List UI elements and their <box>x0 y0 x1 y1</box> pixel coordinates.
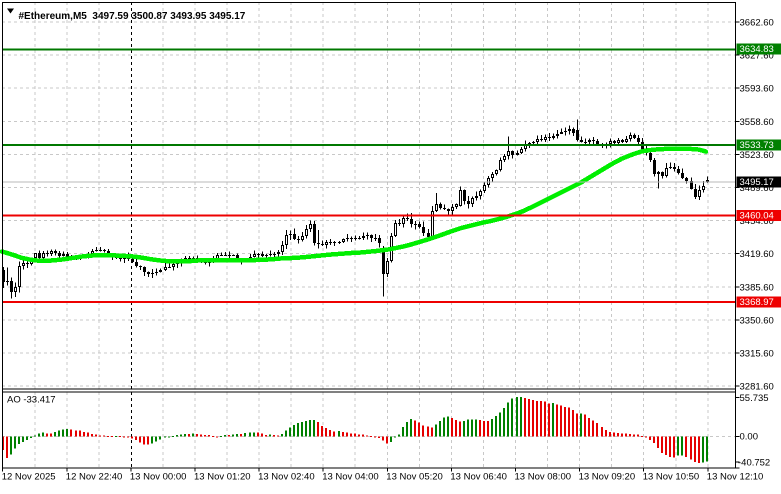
svg-text:3419.60: 3419.60 <box>740 249 774 260</box>
svg-text:3533.73: 3533.73 <box>740 140 774 151</box>
svg-text:3460.04: 3460.04 <box>740 211 774 222</box>
svg-text:#Ethereum,M5 3497.59 3500.87: #Ethereum,M5 3497.59 3500.87 3493.95 349… <box>19 11 246 22</box>
svg-text:13 Nov 09:20: 13 Nov 09:20 <box>579 472 636 483</box>
svg-text:3281.60: 3281.60 <box>740 382 774 393</box>
svg-text:13 Nov 01:20: 13 Nov 01:20 <box>194 472 251 483</box>
svg-text:3634.83: 3634.83 <box>740 44 774 55</box>
svg-text:3368.97: 3368.97 <box>740 297 774 308</box>
svg-text:13 Nov 08:00: 13 Nov 08:00 <box>515 472 572 483</box>
svg-text:55.735: 55.735 <box>740 393 769 404</box>
svg-text:-40.752: -40.752 <box>738 457 770 468</box>
svg-text:13 Nov 05:20: 13 Nov 05:20 <box>386 472 443 483</box>
svg-text:3662.60: 3662.60 <box>740 18 774 29</box>
svg-text:13 Nov 02:40: 13 Nov 02:40 <box>258 472 315 483</box>
svg-text:13 Nov 04:00: 13 Nov 04:00 <box>322 472 379 483</box>
svg-text:3350.60: 3350.60 <box>740 315 774 326</box>
svg-text:13 Nov 10:50: 13 Nov 10:50 <box>643 472 700 483</box>
svg-text:13 Nov 00:00: 13 Nov 00:00 <box>130 472 187 483</box>
svg-text:3315.60: 3315.60 <box>740 349 774 360</box>
svg-text:12 Nov 22:40: 12 Nov 22:40 <box>66 472 123 483</box>
svg-text:13 Nov 06:40: 13 Nov 06:40 <box>450 472 507 483</box>
svg-text:12 Nov 2025: 12 Nov 2025 <box>2 472 56 483</box>
svg-text:3495.17: 3495.17 <box>740 177 774 188</box>
svg-text:13 Nov 12:10: 13 Nov 12:10 <box>707 472 764 483</box>
svg-text:AO -33.417: AO -33.417 <box>7 394 56 405</box>
svg-text:0.00: 0.00 <box>740 432 759 443</box>
svg-text:3385.60: 3385.60 <box>740 282 774 293</box>
svg-text:3593.60: 3593.60 <box>740 84 774 95</box>
svg-text:3523.60: 3523.60 <box>740 150 774 161</box>
svg-text:3558.60: 3558.60 <box>740 117 774 128</box>
